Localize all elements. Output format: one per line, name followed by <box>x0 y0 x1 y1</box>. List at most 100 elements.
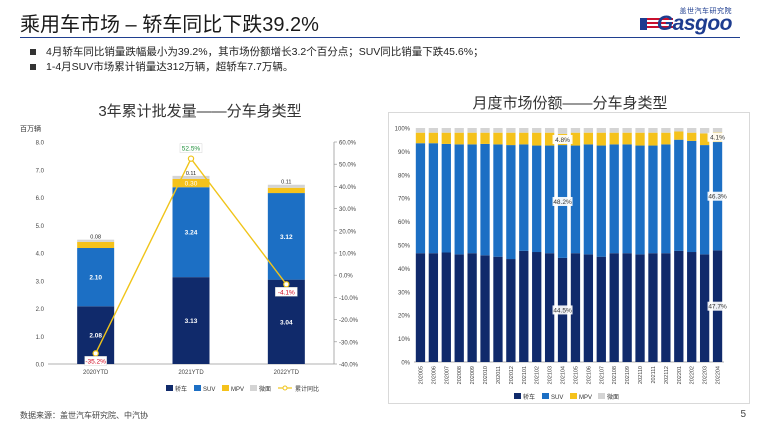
bar-value-label: 0.08 <box>90 235 101 241</box>
y-tick-label: 6.0 <box>36 196 45 202</box>
bar-微面 <box>441 128 451 133</box>
x-tick-label: 202105 <box>573 366 579 384</box>
legend-line-marker <box>282 385 288 391</box>
monthly-share-chart: 0% 10% 20% 30% 40% 50% 60% 70% 80% 90% 100% 202005 2… <box>388 112 750 404</box>
y2-tick-label: 0.0% <box>339 274 353 280</box>
bar-微面 <box>506 128 516 133</box>
bar-MPV <box>687 132 697 141</box>
bar-value-label: 0.11 <box>281 180 291 186</box>
bar-轿车 <box>622 253 632 362</box>
bar-MPV <box>544 132 555 146</box>
x-tick-label: 202112 <box>664 366 670 384</box>
share-value-label: 46.3% <box>708 194 727 201</box>
share-value-label: 4.1% <box>710 135 725 142</box>
cumulative-wholesale-chart: 百万辆 0.0 1.0 2.0 3.0 4.0 5.0 6.0 7.0 8.0 -40.0% -30.… <box>20 124 359 393</box>
bar-MPV <box>532 132 542 146</box>
bar-SUV <box>428 143 439 254</box>
bar-MPV <box>467 132 477 145</box>
bar-SUV <box>583 144 594 255</box>
x-tick-label: 202005 <box>418 366 424 384</box>
x-tick-label: 202009 <box>470 366 476 384</box>
page-number: 5 <box>740 409 746 420</box>
bar-轿车 <box>596 256 606 362</box>
y2-tick-label: 10.0% <box>339 252 357 258</box>
x-tick-label: 202012 <box>509 366 515 384</box>
legend-swatch <box>514 393 521 399</box>
bar-MPV <box>635 132 645 146</box>
bar-微面 <box>532 128 542 133</box>
bar-SUV <box>77 248 115 307</box>
legend-label: 微面 <box>607 393 619 401</box>
bar-轿车 <box>480 255 490 362</box>
share-value-label: 44.5% <box>553 307 572 314</box>
bar-SUV <box>506 145 516 260</box>
bar-微面 <box>609 128 619 133</box>
legend-label: 微面 <box>259 385 271 393</box>
x-tick-label: 202108 <box>612 366 618 384</box>
logo-cn-text: 盖世汽车研究院 <box>679 8 732 15</box>
bar-MPV <box>428 132 439 144</box>
bar-微面 <box>687 128 697 133</box>
y-axis-label: 百万辆 <box>20 124 41 133</box>
share-label-box <box>707 301 728 311</box>
bar-微面 <box>467 128 477 133</box>
right-chart-title: 月度市场份额——分车身类型 <box>472 95 668 112</box>
bar-SUV <box>519 144 529 251</box>
y-tick-label: 40% <box>398 267 411 273</box>
bar-SUV <box>172 187 210 278</box>
bar-SUV <box>467 144 477 254</box>
y-tick-label: 0% <box>401 361 410 367</box>
y2-tick-label: -30.0% <box>339 340 359 346</box>
share-label-box <box>552 305 573 315</box>
flag-icon <box>640 18 673 30</box>
y-tick-label: 100% <box>395 127 411 133</box>
bar-SUV <box>570 145 581 254</box>
growth-label-box <box>275 287 298 297</box>
bar-轿车 <box>635 254 645 362</box>
y-tick-label: 2.0 <box>36 307 45 313</box>
y2-tick-label: -40.0% <box>339 363 359 369</box>
bar-SUV <box>661 144 671 254</box>
bar-SUV <box>415 143 426 254</box>
bar-轿车 <box>467 253 477 362</box>
y2-tick-label: 60.0% <box>339 141 357 147</box>
y2-tick-label: 40.0% <box>339 185 357 191</box>
bar-SUV <box>454 144 464 255</box>
x-tick-label: 2022YTD <box>274 370 300 376</box>
bar-微面 <box>428 128 439 133</box>
legend-label: SUV <box>551 395 563 401</box>
bar-轿车 <box>648 253 658 362</box>
x-tick-label: 202103 <box>548 366 554 384</box>
bar-SUV <box>674 139 684 251</box>
bar-轿车 <box>415 253 426 362</box>
bar-MPV <box>648 132 658 146</box>
bar-SUV <box>609 144 619 254</box>
bar-MPV <box>661 132 671 145</box>
bar-微面 <box>415 128 426 133</box>
bar-微面 <box>570 128 581 133</box>
x-tick-label: 202008 <box>457 366 463 384</box>
y-tick-label: 0.0 <box>36 363 45 369</box>
bar-MPV <box>519 132 529 145</box>
bar-轿车 <box>493 256 503 362</box>
bar-SUV <box>648 145 658 254</box>
growth-value-label: 52.5% <box>182 146 201 153</box>
bar-微面 <box>661 128 671 133</box>
x-tick-label: 2020YTD <box>83 370 109 376</box>
bar-value-label: 3.24 <box>185 230 198 237</box>
legend-swatch <box>250 385 257 391</box>
bar-轿车 <box>506 259 516 362</box>
y-tick-label: 5.0 <box>36 224 45 230</box>
bar-SUV <box>622 144 632 254</box>
bar-MPV <box>454 132 464 145</box>
bar-微面 <box>583 128 594 133</box>
y-tick-label: 60% <box>398 220 411 226</box>
bar-轿车 <box>661 253 671 362</box>
bar-微面 <box>557 128 568 134</box>
y-tick-label: 30% <box>398 290 411 296</box>
bar-MPV <box>583 132 594 145</box>
y-tick-label: 3.0 <box>36 279 45 285</box>
x-tick-label: 202111 <box>651 366 657 384</box>
bar-轿车 <box>570 253 581 362</box>
y-tick-label: 10% <box>398 337 411 343</box>
